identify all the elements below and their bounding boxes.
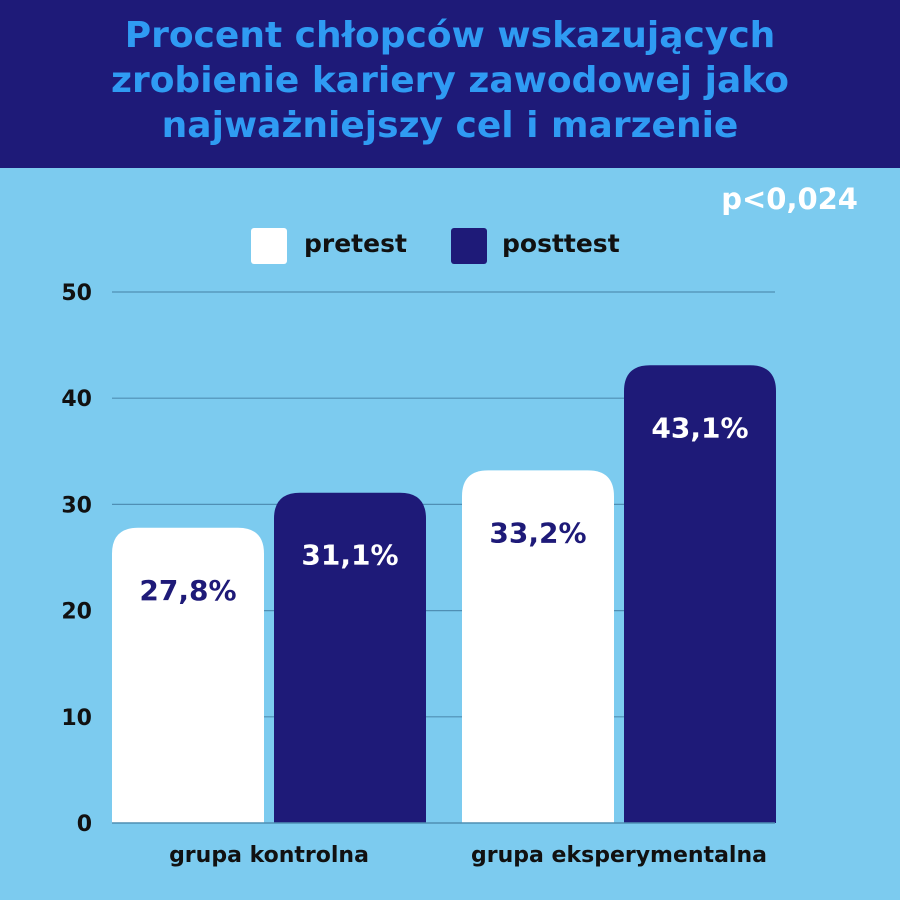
y-tick-label-0: 0 [77,812,92,837]
y-tick-label-40: 40 [61,387,92,412]
y-tick-label-30: 30 [61,493,92,518]
y-tick-label-10: 10 [61,706,92,731]
data-label-posttest-0: 31,1% [301,539,398,572]
title-band: Procent chłopców wskazujących zrobienie … [0,0,900,168]
data-label-pretest-1: 33,2% [489,516,586,549]
chart-title-line-3: najważniejszy cel i marzenie [161,105,739,146]
p-value-annotation: p<0,024 [721,182,858,216]
bar-pretest-0 [112,527,264,823]
bar-pretest-1 [462,470,614,823]
x-category-label-1: grupa eksperymentalna [471,843,767,868]
x-category-label-0: grupa kontrolna [169,843,369,868]
y-tick-label-50: 50 [61,281,92,306]
bar-posttest-0 [274,492,426,823]
legend-swatch-pretest [251,228,287,264]
legend-label-posttest: posttest [502,229,620,258]
data-label-pretest-0: 27,8% [139,574,236,607]
y-tick-label-20: 20 [61,600,92,625]
chart-title-line-2: zrobienie kariery zawodowej jako [110,60,789,101]
bar-posttest-1 [624,365,776,823]
data-label-posttest-1: 43,1% [651,411,748,444]
legend-swatch-posttest [451,228,487,264]
legend-label-pretest: pretest [304,229,407,258]
chart-title-line-1: Procent chłopców wskazujących [124,15,776,56]
